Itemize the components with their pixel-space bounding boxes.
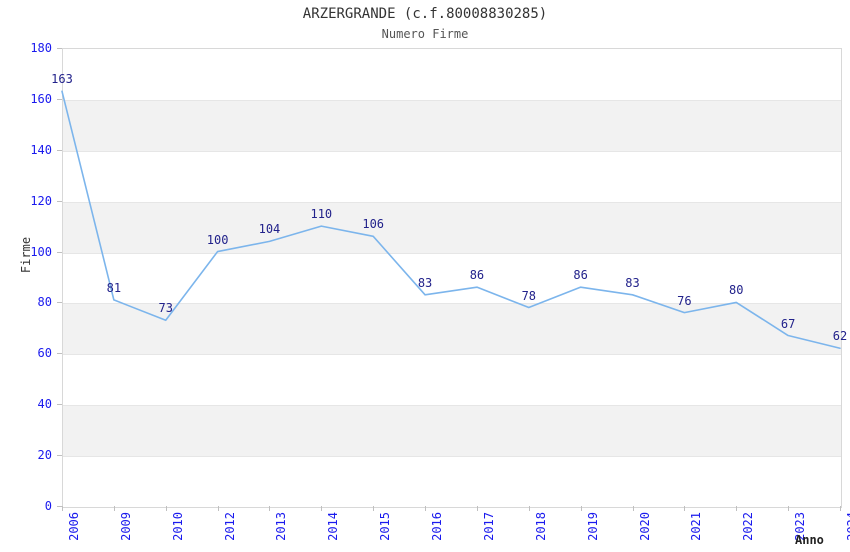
x-axis-tick-label: 2016 — [430, 512, 445, 541]
x-axis-title: Anno — [795, 533, 824, 547]
y-axis-tick-label: 140 — [30, 142, 52, 157]
gridline — [63, 201, 841, 203]
data-point-label: 106 — [362, 217, 385, 232]
gridline — [63, 456, 841, 458]
y-axis-tick-label: 120 — [30, 193, 52, 208]
data-point-label: 110 — [310, 207, 333, 222]
x-axis-tick-label: 2010 — [170, 512, 185, 541]
gridline — [63, 252, 841, 254]
x-axis-tick-label: 2015 — [378, 512, 393, 541]
gridline — [63, 150, 841, 152]
data-point-label: 81 — [106, 280, 122, 295]
gridline — [63, 354, 841, 356]
x-axis-tick-mark — [321, 506, 323, 511]
x-axis-tick-mark — [62, 506, 63, 511]
x-axis-tick-label: 2020 — [637, 512, 652, 541]
x-axis-tick-mark — [580, 506, 582, 511]
x-axis-tick-mark — [632, 506, 634, 511]
y-axis-tick-label: 180 — [30, 41, 52, 55]
chart-title: ARZERGRANDE (c.f.80008830285) — [302, 6, 548, 22]
y-axis-tick-label: 40 — [37, 397, 52, 412]
data-point-label: 80 — [729, 283, 744, 298]
data-point-label: 83 — [625, 275, 640, 290]
x-axis-tick-mark — [217, 506, 219, 511]
x-axis-tick-label: 2019 — [585, 512, 600, 541]
x-axis-tick-label: 2012 — [222, 512, 237, 541]
data-point-label: 86 — [469, 268, 485, 283]
data-point-label: 100 — [206, 232, 229, 247]
x-axis-tick-mark — [165, 506, 167, 511]
data-point-label: 62 — [832, 329, 848, 344]
y-axis-title: Firme — [19, 236, 34, 274]
data-point-label: 78 — [521, 288, 537, 303]
chart-subtitle: Numero Firme — [381, 27, 469, 41]
plot-band — [63, 99, 841, 151]
data-point-label: 73 — [158, 301, 173, 316]
x-axis-tick-mark — [788, 506, 790, 511]
x-axis-tick-mark — [840, 506, 841, 511]
x-axis-tick-label: 2017 — [481, 512, 496, 541]
x-axis-tick-label: 2018 — [533, 512, 548, 541]
x-axis-tick-label: 2024 — [845, 512, 850, 541]
data-point-label: 67 — [780, 316, 796, 331]
x-axis-tick-label: 2009 — [118, 512, 133, 541]
x-axis-tick-mark — [476, 506, 478, 511]
x-axis-tick-label: 2021 — [689, 512, 704, 541]
data-point-label: 104 — [258, 222, 281, 237]
gridline — [63, 405, 841, 407]
x-axis-tick-label: 2013 — [274, 512, 289, 541]
y-axis-tick-label: 0 — [44, 499, 52, 513]
y-axis-tick-label: 160 — [30, 91, 52, 106]
x-axis-tick-mark — [113, 506, 115, 511]
plot-band — [63, 405, 841, 457]
gridline — [63, 303, 841, 305]
x-axis-tick-mark — [528, 506, 530, 511]
x-axis-ticks: 2006 2009 2010 2012 2013 2014 2015 2016 2017 2018… — [0, 512, 850, 552]
x-axis-tick-label: 2006 — [67, 512, 81, 541]
plot-band — [63, 201, 841, 253]
x-axis-tick-mark — [269, 506, 271, 511]
x-axis-tick-mark — [373, 506, 375, 511]
x-axis-tick-label: 2014 — [326, 512, 341, 541]
y-axis-tick-label: 20 — [37, 448, 52, 463]
data-point-label: 76 — [677, 293, 692, 308]
plot-band — [63, 303, 841, 355]
x-axis-tick-mark — [736, 506, 738, 511]
gridline — [63, 99, 841, 101]
y-axis-tick-label: 80 — [37, 295, 52, 310]
data-point-label: 83 — [417, 275, 433, 290]
x-axis-tick-mark — [684, 506, 686, 511]
x-axis-tick-mark — [425, 506, 427, 511]
data-point-label: 86 — [573, 268, 588, 283]
plot-area — [62, 48, 842, 508]
y-axis-tick-label: 60 — [37, 346, 52, 361]
data-point-label: 163 — [51, 72, 73, 87]
x-axis-tick-label: 2022 — [741, 512, 756, 541]
